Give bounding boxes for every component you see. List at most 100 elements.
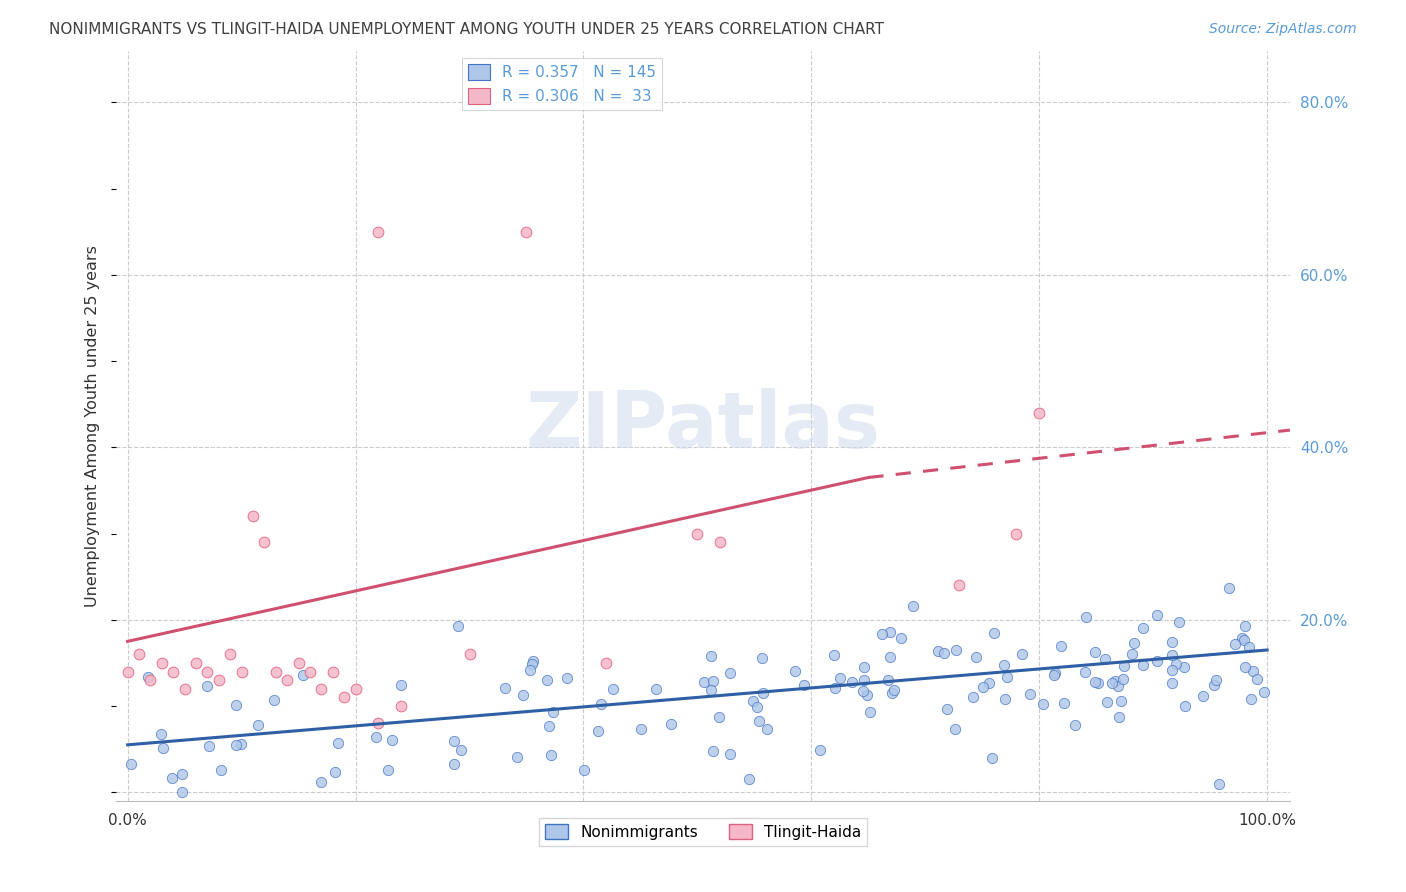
- Point: [1232, 632, 1254, 646]
- Point: [195, 679, 218, 693]
- Point: [538, 719, 561, 733]
- Point: [793, 678, 815, 692]
- Point: [1101, 675, 1123, 690]
- Point: [1208, 777, 1230, 791]
- Point: [936, 702, 959, 716]
- Point: [972, 680, 994, 694]
- Point: [389, 699, 412, 714]
- Point: [1032, 697, 1054, 711]
- Point: [1161, 648, 1184, 662]
- Text: ZIPatlas: ZIPatlas: [526, 388, 880, 464]
- Point: [645, 681, 668, 696]
- Point: [377, 763, 399, 777]
- Text: NONIMMIGRANTS VS TLINGIT-HAIDA UNEMPLOYMENT AMONG YOUTH UNDER 25 YEARS CORRELATI: NONIMMIGRANTS VS TLINGIT-HAIDA UNEMPLOYM…: [49, 22, 884, 37]
- Point: [1050, 640, 1073, 654]
- Point: [1167, 615, 1189, 629]
- Point: [311, 775, 333, 789]
- Point: [120, 757, 142, 772]
- Point: [602, 681, 624, 696]
- Point: [1028, 406, 1050, 420]
- Point: [879, 624, 901, 639]
- Point: [1043, 668, 1066, 682]
- Point: [1084, 674, 1107, 689]
- Point: [150, 656, 173, 670]
- Point: [945, 643, 967, 657]
- Point: [965, 650, 987, 665]
- Point: [253, 535, 276, 549]
- Point: [242, 509, 264, 524]
- Point: [659, 717, 682, 731]
- Point: [494, 681, 516, 695]
- Point: [879, 649, 901, 664]
- Point: [983, 626, 1005, 640]
- Point: [595, 656, 617, 670]
- Point: [1146, 608, 1168, 623]
- Point: [1161, 664, 1184, 678]
- Point: [1074, 609, 1097, 624]
- Point: [298, 665, 321, 679]
- Point: [1087, 675, 1109, 690]
- Point: [870, 626, 893, 640]
- Point: [323, 765, 346, 780]
- Point: [1108, 710, 1130, 724]
- Text: Source: ZipAtlas.com: Source: ZipAtlas.com: [1209, 22, 1357, 37]
- Point: [841, 674, 863, 689]
- Point: [364, 730, 387, 744]
- Point: [1109, 694, 1132, 708]
- Point: [709, 535, 731, 549]
- Point: [231, 665, 253, 679]
- Point: [948, 578, 970, 592]
- Point: [450, 743, 472, 757]
- Point: [1094, 651, 1116, 665]
- Point: [1104, 674, 1126, 689]
- Point: [322, 665, 344, 679]
- Point: [741, 694, 763, 708]
- Point: [1132, 658, 1154, 673]
- Point: [1218, 581, 1240, 595]
- Point: [1234, 619, 1257, 633]
- Point: [962, 690, 984, 704]
- Point: [229, 737, 252, 751]
- Point: [128, 648, 150, 662]
- Point: [993, 658, 1015, 673]
- Point: [519, 663, 541, 677]
- Point: [512, 688, 534, 702]
- Point: [389, 678, 412, 692]
- Point: [367, 716, 389, 731]
- Point: [979, 675, 1001, 690]
- Point: [932, 646, 955, 660]
- Point: [855, 688, 877, 702]
- Point: [557, 671, 579, 685]
- Legend: Nonimmigrants, Tlingit-Haida: Nonimmigrants, Tlingit-Haida: [538, 818, 868, 846]
- Point: [1192, 689, 1215, 703]
- Point: [458, 648, 481, 662]
- Point: [1246, 672, 1268, 686]
- Point: [890, 632, 912, 646]
- Point: [718, 747, 741, 762]
- Point: [997, 670, 1019, 684]
- Point: [901, 599, 924, 613]
- Point: [381, 732, 404, 747]
- Point: [443, 734, 465, 748]
- Point: [1146, 654, 1168, 668]
- Point: [208, 673, 231, 688]
- Point: [139, 673, 162, 688]
- Point: [810, 743, 832, 757]
- Point: [1233, 632, 1256, 647]
- Point: [170, 767, 193, 781]
- Point: [1112, 659, 1135, 673]
- Point: [149, 727, 172, 741]
- Point: [994, 691, 1017, 706]
- Point: [184, 656, 207, 670]
- Point: [333, 690, 356, 705]
- Point: [751, 650, 773, 665]
- Point: [1005, 526, 1028, 541]
- Point: [824, 681, 846, 696]
- Point: [686, 526, 709, 541]
- Point: [700, 649, 723, 664]
- Point: [693, 675, 716, 690]
- Point: [505, 750, 527, 764]
- Point: [1052, 696, 1074, 710]
- Point: [209, 763, 232, 777]
- Point: [1084, 645, 1107, 659]
